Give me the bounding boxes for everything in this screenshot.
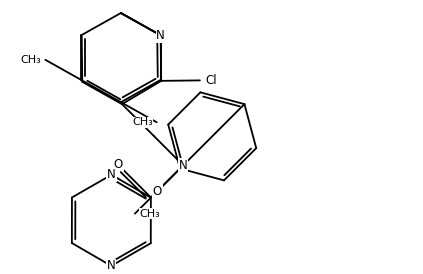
Text: Cl: Cl xyxy=(206,74,217,87)
Text: N: N xyxy=(156,29,165,42)
Text: N: N xyxy=(179,159,187,172)
Text: N: N xyxy=(107,168,116,181)
Text: O: O xyxy=(153,185,162,198)
Text: CH₃: CH₃ xyxy=(132,117,153,127)
Text: O: O xyxy=(114,158,123,170)
Text: N: N xyxy=(107,259,115,272)
Text: CH₃: CH₃ xyxy=(140,209,160,219)
Text: CH₃: CH₃ xyxy=(21,55,41,65)
